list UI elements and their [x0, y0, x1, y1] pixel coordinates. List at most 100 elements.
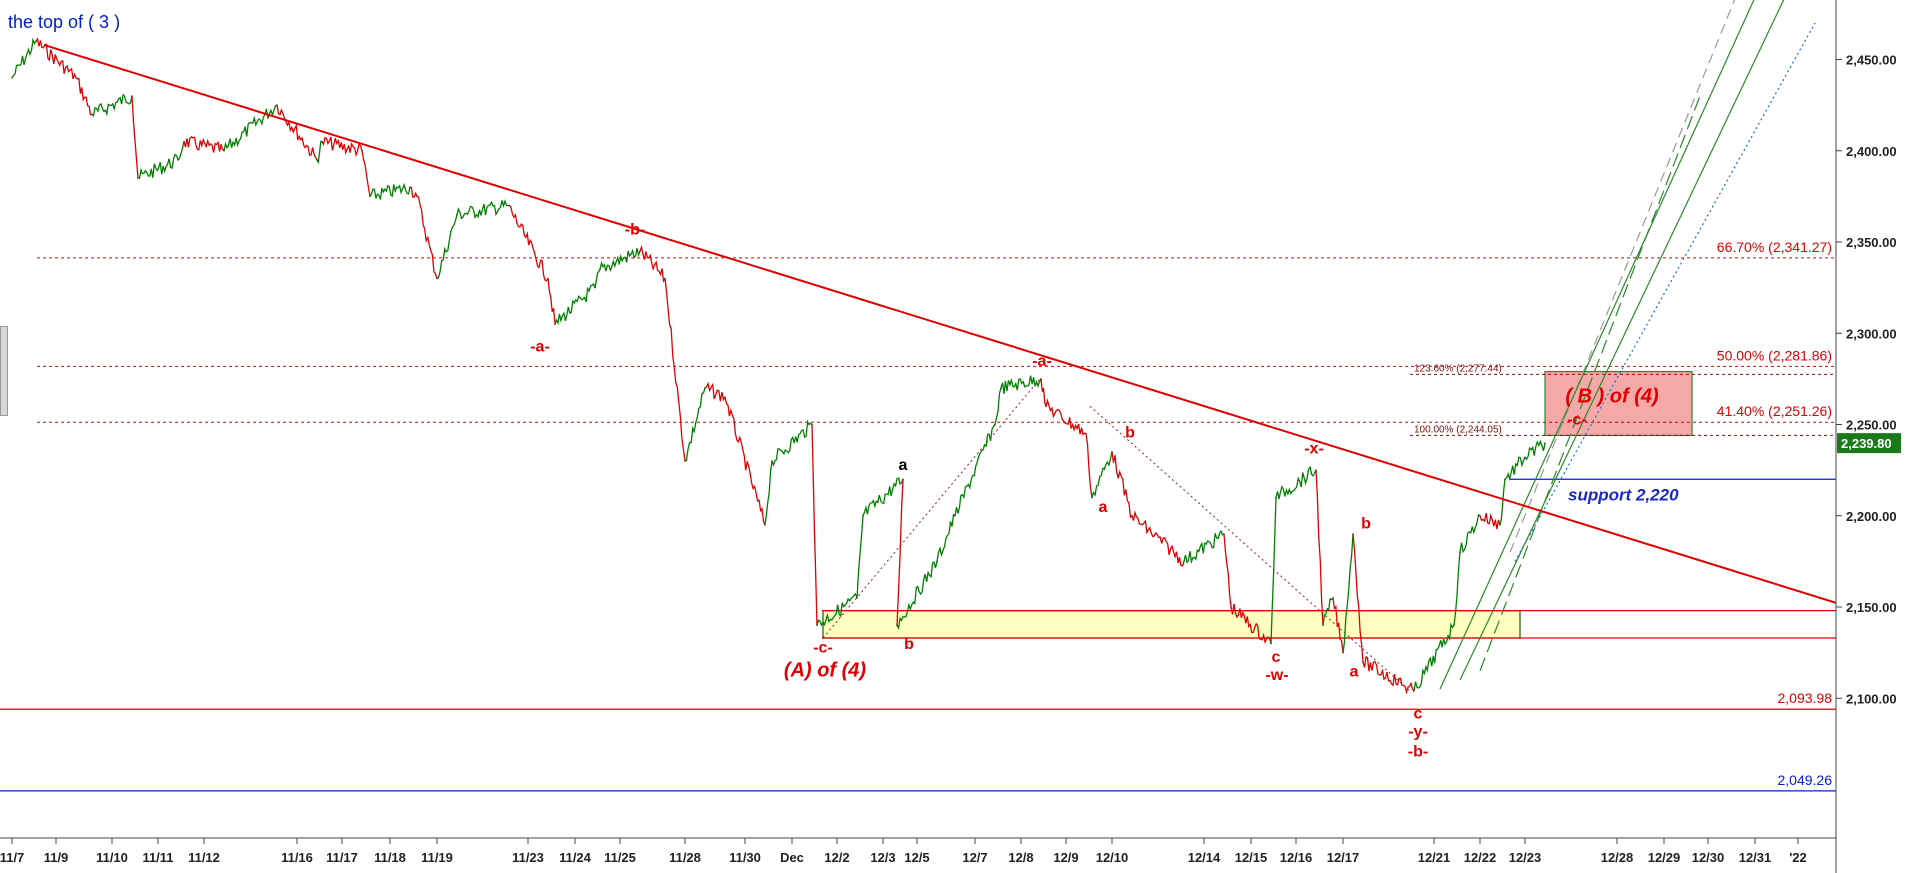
- price-segment-49: [1270, 497, 1277, 644]
- annotation-14: c: [1414, 705, 1423, 722]
- x-tick-label-24: 12/16: [1280, 850, 1313, 865]
- price-point-57: [1413, 690, 1415, 692]
- price-point-63: [1524, 456, 1526, 459]
- y-tick-label-2: 2,350.00: [1846, 235, 1897, 250]
- price-segment-47: [1223, 533, 1232, 608]
- x-tick-label-30: 12/29: [1648, 850, 1681, 865]
- x-tick-label-7: 11/18: [374, 850, 406, 865]
- y-tick-label-4: 2,250.00: [1846, 418, 1897, 433]
- price-segment-52: [1322, 597, 1334, 626]
- horizontal-lines-layer: 66.70% (2,341.27) 50.00% (2,281.86) 41.40%…: [0, 239, 1836, 792]
- price-segment-10: [316, 140, 323, 165]
- price-segment-59: [1459, 513, 1481, 554]
- price-segment-21: [594, 269, 601, 288]
- x-tick-label-6: 11/17: [326, 850, 358, 865]
- price-point-17: [456, 213, 458, 216]
- price-segment-2: [75, 77, 93, 116]
- price-segment-46: [1183, 529, 1225, 565]
- price-segment-13: [369, 182, 411, 200]
- price-segment-39: [1000, 375, 1042, 394]
- price-segment-63: [1524, 439, 1546, 461]
- price-point-62: [1504, 478, 1506, 481]
- wave-connector-0: [822, 378, 1041, 639]
- price-segment-23: [639, 244, 666, 283]
- price-point-60: [1479, 514, 1481, 517]
- price-point-59: [1459, 551, 1461, 554]
- price-segment-50: [1275, 465, 1317, 500]
- price-point-14: [409, 186, 411, 189]
- annotation-4: b: [1125, 424, 1135, 441]
- projection-line-0: [1509, 0, 1736, 553]
- price-point-24: [664, 277, 666, 280]
- y-tick-label-3: 2,300.00: [1846, 326, 1897, 341]
- price-point-15: [416, 195, 418, 198]
- x-tick-label-3: 11/11: [142, 850, 173, 865]
- x-tick-label-23: 12/15: [1235, 850, 1268, 865]
- x-tick-label-20: 12/9: [1053, 850, 1078, 865]
- price-point-64: [1544, 442, 1546, 444]
- support-zone: [822, 610, 1521, 639]
- side-panel-handle[interactable]: [0, 326, 8, 416]
- x-tick-label-11: 11/25: [604, 850, 636, 865]
- projection-line-1: [1439, 0, 1755, 690]
- price-segment-51: [1315, 470, 1324, 626]
- annotation-15: -y-: [1408, 724, 1428, 741]
- price-point-34: [902, 478, 904, 481]
- annotation-12: -c-: [813, 640, 833, 657]
- x-tick-label-28: 12/23: [1509, 850, 1542, 865]
- annotation-9: c: [1272, 649, 1281, 666]
- price-segment-1: [35, 37, 77, 80]
- price-segment-7: [183, 135, 225, 153]
- price-point-54: [1342, 651, 1344, 654]
- hline-label-4: 100.00% (2,244.05): [1414, 424, 1502, 435]
- price-segment-54: [1342, 533, 1354, 653]
- price-point-32: [856, 597, 858, 599]
- y-tick-label-1: 2,400.00: [1846, 144, 1897, 159]
- x-tick-label-32: 12/31: [1739, 850, 1772, 865]
- price-point-33: [862, 514, 864, 517]
- price-segment-3: [91, 93, 133, 117]
- annotation-3: a: [899, 457, 908, 474]
- price-series-layer: [11, 37, 1546, 695]
- y-tick-label-5: 2,200.00: [1846, 509, 1897, 524]
- x-tick-label-22: 12/14: [1188, 850, 1221, 865]
- price-point-13: [369, 195, 371, 198]
- descending-trendline[interactable]: [43, 43, 1908, 625]
- hline-label-0: 66.70% (2,341.27): [1717, 239, 1832, 255]
- annotation-1: -a-: [530, 339, 550, 356]
- price-segment-22: [599, 248, 641, 272]
- x-tick-label-12: 11/28: [669, 850, 701, 865]
- price-point-18: [507, 204, 509, 207]
- projection-line-2: [1459, 0, 1785, 681]
- price-point-1: [35, 40, 37, 43]
- price-segment-35: [896, 561, 938, 631]
- price-point-26: [704, 387, 706, 389]
- price-segment-12: [361, 150, 371, 197]
- price-segment-58: [1453, 552, 1461, 626]
- price-point-29: [771, 460, 773, 462]
- price-point-55: [1352, 533, 1354, 535]
- price-segment-33: [862, 477, 904, 517]
- x-tick-label-2: 11/10: [96, 850, 128, 865]
- x-tick-label-31: 12/30: [1692, 850, 1725, 865]
- price-point-22: [599, 268, 601, 271]
- price-point-3: [91, 113, 93, 116]
- price-point-4: [131, 95, 133, 97]
- annotation-0: -b-: [625, 222, 645, 239]
- price-point-8: [223, 149, 225, 152]
- price-segment-0: [11, 37, 37, 79]
- price-segment-8: [223, 104, 278, 151]
- last-price-badge: [1837, 433, 1901, 454]
- price-segment-4: [131, 95, 139, 179]
- price-point-56: [1362, 660, 1364, 663]
- x-tick-label-16: 12/3: [870, 850, 895, 865]
- price-point-41: [1045, 405, 1047, 408]
- price-segment-19: [547, 278, 556, 325]
- price-point-44: [1111, 451, 1113, 453]
- x-tick-label-33: '22: [1789, 850, 1807, 865]
- price-segment-55: [1352, 533, 1364, 662]
- price-segment-16: [436, 214, 458, 280]
- price-point-50: [1275, 496, 1277, 499]
